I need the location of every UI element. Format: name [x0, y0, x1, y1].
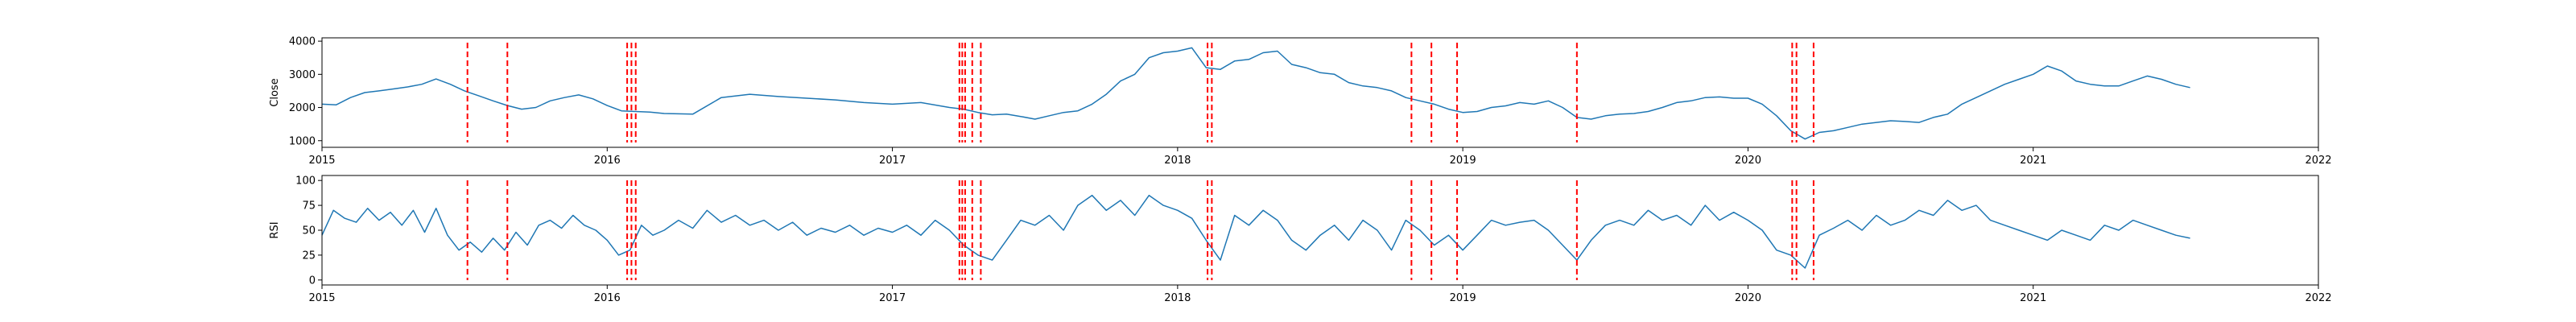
rsi-x-tick-label: 2015: [308, 292, 335, 304]
rsi-series-line: [321, 194, 2190, 269]
rsi-x-tick-label: 2021: [2020, 292, 2046, 304]
close-y-tick-label: 3000: [289, 69, 316, 81]
close-price-panel: 2015 2016 2017 2018 2019 2020 2021 2022 1000 2000…: [269, 36, 2332, 167]
close-y-axis-label: Close: [269, 78, 281, 106]
close-series-line: [321, 47, 2190, 140]
close-x-tick-label: 2019: [1450, 155, 1476, 167]
rsi-x-tick-label: 2017: [879, 292, 906, 304]
rsi-x-tick-label: 2019: [1450, 292, 1476, 304]
rsi-y-tick-label: 0: [309, 275, 316, 287]
close-y-tick-label: 4000: [289, 36, 316, 48]
rsi-x-tick-label: 2022: [2305, 292, 2331, 304]
rsi-y-tick-label: 25: [302, 250, 316, 262]
rsi-x-tick-label: 2020: [1735, 292, 1761, 304]
close-x-tick-label: 2015: [308, 155, 335, 167]
rsi-panel: 2015 2016 2017 2018 2019 2020 2021 2022 0 25 50 75 1…: [269, 175, 2332, 304]
close-x-tick-label: 2022: [2305, 155, 2331, 167]
close-x-tick-label: 2018: [1164, 155, 1191, 167]
close-x-tick-label: 2017: [879, 155, 906, 167]
close-x-tick-label: 2021: [2020, 155, 2046, 167]
close-y-tick-label: 1000: [289, 135, 316, 147]
close-axes-frame: [321, 37, 2319, 148]
rsi-y-tick-label: 75: [302, 200, 316, 213]
rsi-x-tick-label: 2018: [1164, 292, 1191, 304]
close-y-tick-label: 2000: [289, 102, 316, 114]
rsi-x-tick-label: 2016: [594, 292, 621, 304]
rsi-y-tick-label: 100: [295, 175, 316, 188]
rsi-y-tick-label: 50: [302, 225, 316, 237]
close-x-tick-label: 2016: [594, 155, 621, 167]
close-x-tick-label: 2020: [1735, 155, 1761, 167]
rsi-y-axis-label: RSI: [269, 221, 281, 238]
